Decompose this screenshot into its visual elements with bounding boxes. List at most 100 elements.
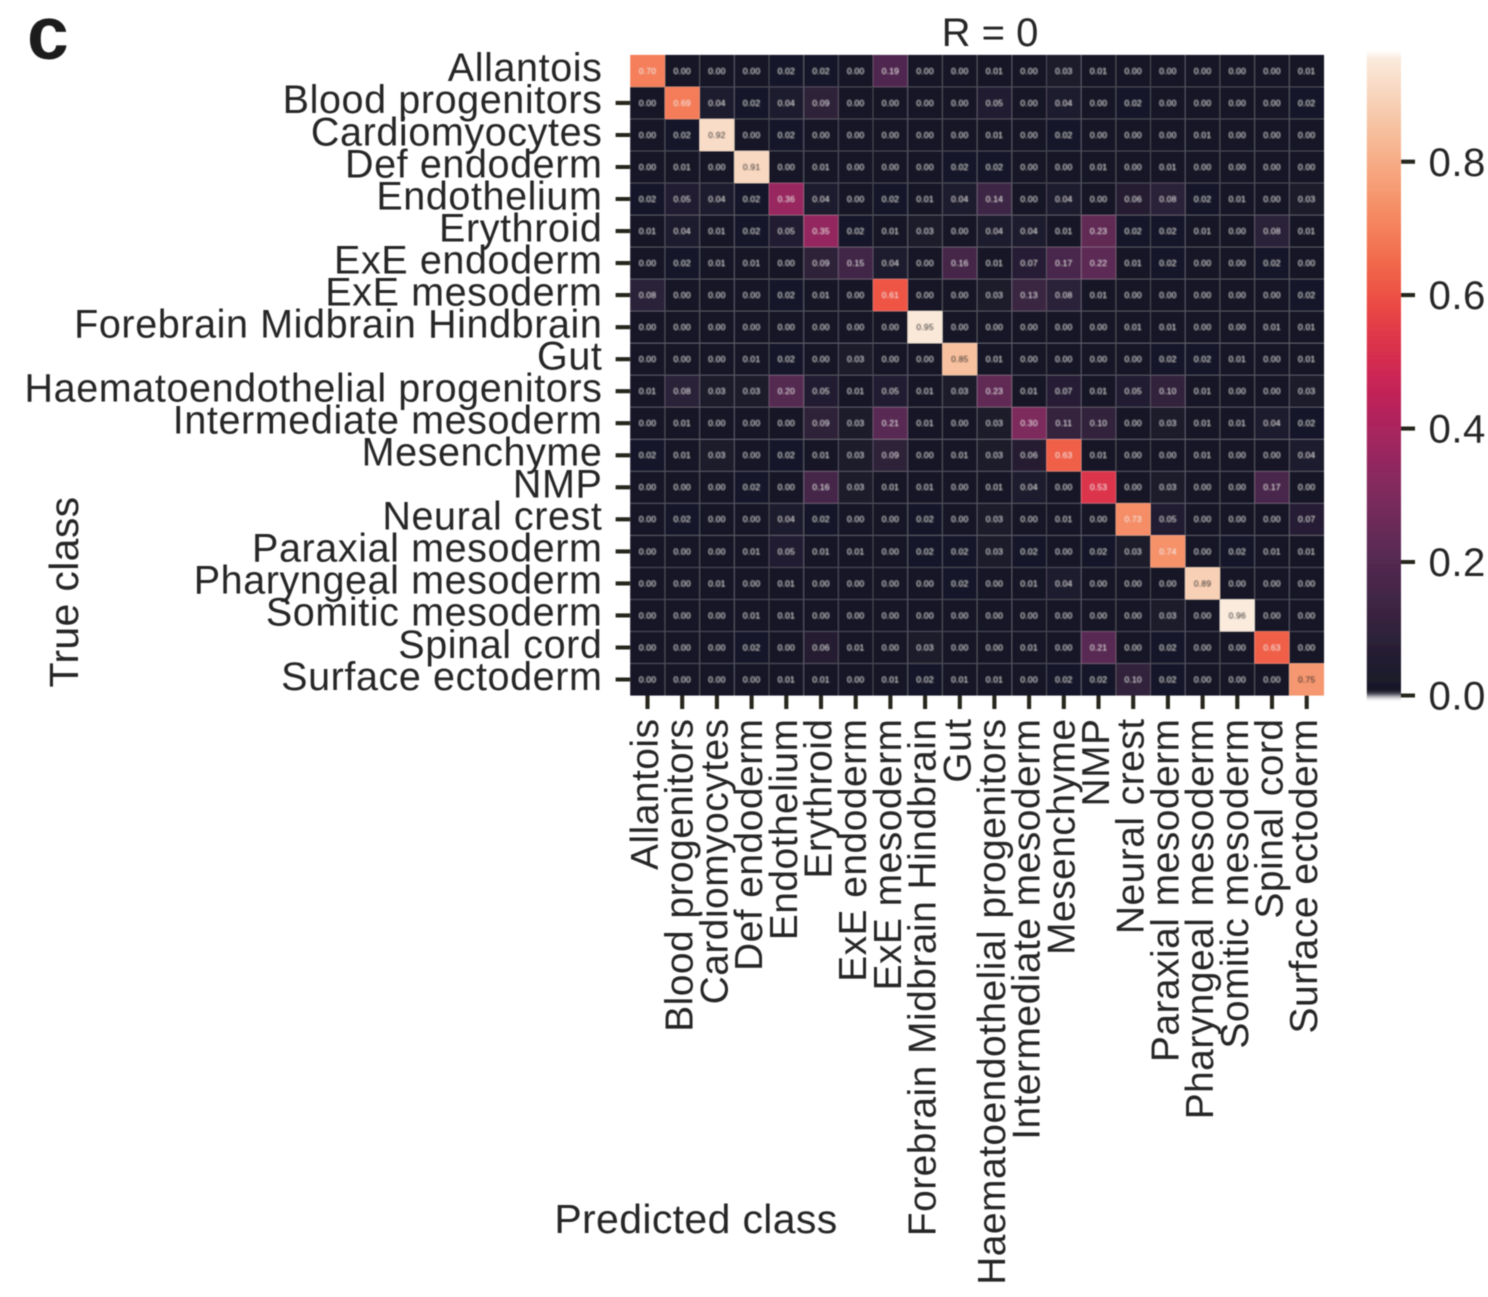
- svg-text:0.00: 0.00: [916, 450, 933, 460]
- svg-text:0.00: 0.00: [639, 258, 656, 268]
- svg-text:0.01: 0.01: [1020, 578, 1037, 588]
- svg-text:0.05: 0.05: [882, 386, 899, 396]
- svg-text:NMP: NMP: [1075, 719, 1118, 807]
- svg-text:0.00: 0.00: [743, 130, 760, 140]
- svg-text:0.00: 0.00: [916, 290, 933, 300]
- svg-text:0.03: 0.03: [708, 450, 725, 460]
- svg-text:0.00: 0.00: [986, 322, 1003, 332]
- svg-text:0.00: 0.00: [1194, 514, 1211, 524]
- svg-text:0.00: 0.00: [1020, 354, 1037, 364]
- svg-text:0.00: 0.00: [1194, 642, 1211, 652]
- svg-text:0.00: 0.00: [1229, 258, 1246, 268]
- svg-text:0.03: 0.03: [951, 386, 968, 396]
- svg-text:0.00: 0.00: [708, 290, 725, 300]
- svg-text:0.01: 0.01: [951, 674, 968, 684]
- svg-text:c: c: [27, 0, 69, 75]
- svg-text:Spinal cord: Spinal cord: [398, 623, 602, 667]
- svg-text:0.07: 0.07: [1298, 514, 1315, 524]
- svg-text:0.00: 0.00: [639, 322, 656, 332]
- svg-text:Allantois: Allantois: [448, 46, 603, 90]
- svg-text:0.01: 0.01: [1194, 386, 1211, 396]
- svg-text:Cardiomyocytes: Cardiomyocytes: [693, 719, 736, 1005]
- svg-text:0.00: 0.00: [708, 514, 725, 524]
- svg-text:0.00: 0.00: [1055, 642, 1072, 652]
- svg-text:0.00: 0.00: [639, 354, 656, 364]
- svg-text:0.00: 0.00: [847, 98, 864, 108]
- svg-text:0.00: 0.00: [916, 354, 933, 364]
- svg-text:0.00: 0.00: [778, 258, 795, 268]
- svg-text:0.00: 0.00: [1090, 578, 1107, 588]
- svg-text:0.00: 0.00: [1020, 194, 1037, 204]
- svg-text:0.03: 0.03: [1298, 386, 1315, 396]
- svg-text:0.00: 0.00: [951, 290, 968, 300]
- svg-text:0.02: 0.02: [1055, 130, 1072, 140]
- svg-text:0.04: 0.04: [708, 98, 725, 108]
- svg-text:0.00: 0.00: [1125, 450, 1142, 460]
- svg-text:0.01: 0.01: [1194, 450, 1211, 460]
- svg-text:0.00: 0.00: [743, 322, 760, 332]
- svg-text:0.09: 0.09: [882, 450, 899, 460]
- svg-text:0.01: 0.01: [1298, 226, 1315, 236]
- svg-text:0.91: 0.91: [743, 162, 760, 172]
- svg-text:0.70: 0.70: [639, 66, 656, 76]
- svg-text:0.11: 0.11: [1055, 418, 1072, 428]
- svg-text:0.00: 0.00: [1194, 546, 1211, 556]
- svg-text:0.00: 0.00: [1229, 66, 1246, 76]
- svg-text:Paraxial mesoderm: Paraxial mesoderm: [252, 527, 602, 571]
- svg-text:0.03: 0.03: [986, 450, 1003, 460]
- svg-text:0.01: 0.01: [1090, 66, 1107, 76]
- svg-text:0.00: 0.00: [1090, 130, 1107, 140]
- svg-text:0.02: 0.02: [1298, 98, 1315, 108]
- svg-text:0.00: 0.00: [916, 610, 933, 620]
- svg-text:0.02: 0.02: [674, 258, 691, 268]
- svg-text:0.00: 0.00: [1298, 130, 1315, 140]
- svg-text:0.01: 0.01: [1194, 130, 1211, 140]
- svg-text:0.00: 0.00: [743, 66, 760, 76]
- svg-text:0.01: 0.01: [1229, 194, 1246, 204]
- svg-text:0.02: 0.02: [986, 162, 1003, 172]
- svg-text:0.04: 0.04: [1020, 226, 1037, 236]
- svg-text:0.00: 0.00: [882, 514, 899, 524]
- svg-text:0.00: 0.00: [1125, 610, 1142, 620]
- svg-text:0.00: 0.00: [1055, 354, 1072, 364]
- svg-text:0.01: 0.01: [882, 482, 899, 492]
- svg-text:0.06: 0.06: [1125, 194, 1142, 204]
- svg-text:0.36: 0.36: [778, 194, 795, 204]
- svg-text:0.02: 0.02: [778, 66, 795, 76]
- svg-text:0.02: 0.02: [1263, 258, 1280, 268]
- svg-text:0.03: 0.03: [916, 226, 933, 236]
- svg-text:0.01: 0.01: [778, 578, 795, 588]
- svg-text:0.03: 0.03: [847, 482, 864, 492]
- svg-text:0.00: 0.00: [1229, 482, 1246, 492]
- svg-text:0.05: 0.05: [778, 226, 795, 236]
- svg-text:0.00: 0.00: [1125, 578, 1142, 588]
- svg-text:0.01: 0.01: [1229, 354, 1246, 364]
- svg-text:0.01: 0.01: [1298, 546, 1315, 556]
- svg-text:0.02: 0.02: [1159, 642, 1176, 652]
- svg-text:0.02: 0.02: [1055, 674, 1072, 684]
- svg-text:0.74: 0.74: [1159, 546, 1176, 556]
- svg-text:0.04: 0.04: [1263, 418, 1280, 428]
- svg-text:0.00: 0.00: [778, 162, 795, 172]
- svg-text:0.00: 0.00: [708, 674, 725, 684]
- svg-text:0.00: 0.00: [639, 578, 656, 588]
- svg-text:0.03: 0.03: [1125, 546, 1142, 556]
- svg-text:0.03: 0.03: [1159, 482, 1176, 492]
- svg-text:0.02: 0.02: [916, 514, 933, 524]
- svg-text:0.02: 0.02: [743, 642, 760, 652]
- svg-text:0.00: 0.00: [1194, 482, 1211, 492]
- svg-text:0.00: 0.00: [1194, 66, 1211, 76]
- svg-text:0.13: 0.13: [1020, 290, 1037, 300]
- svg-text:0.00: 0.00: [639, 610, 656, 620]
- svg-text:Predicted class: Predicted class: [554, 1196, 837, 1242]
- svg-text:0.02: 0.02: [1125, 226, 1142, 236]
- svg-text:0.04: 0.04: [1055, 98, 1072, 108]
- svg-text:0.2: 0.2: [1429, 540, 1486, 585]
- svg-text:0.04: 0.04: [1055, 578, 1072, 588]
- svg-text:ExE endoderm: ExE endoderm: [334, 238, 602, 282]
- svg-text:0.00: 0.00: [812, 130, 829, 140]
- svg-text:0.21: 0.21: [1090, 642, 1107, 652]
- svg-text:0.01: 0.01: [1159, 322, 1176, 332]
- svg-text:0.00: 0.00: [674, 322, 691, 332]
- svg-text:0.03: 0.03: [1298, 194, 1315, 204]
